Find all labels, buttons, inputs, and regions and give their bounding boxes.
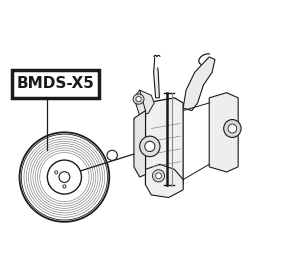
Ellipse shape	[107, 150, 117, 160]
Ellipse shape	[59, 172, 70, 182]
Ellipse shape	[47, 160, 81, 194]
Polygon shape	[146, 164, 183, 198]
Ellipse shape	[136, 97, 141, 102]
Polygon shape	[146, 98, 183, 190]
Ellipse shape	[228, 124, 237, 133]
Polygon shape	[156, 47, 159, 67]
Ellipse shape	[145, 141, 155, 152]
Ellipse shape	[152, 170, 165, 182]
Text: BMDS-X5: BMDS-X5	[17, 76, 95, 91]
FancyBboxPatch shape	[12, 70, 99, 98]
Ellipse shape	[140, 136, 160, 157]
Ellipse shape	[40, 152, 89, 202]
Polygon shape	[183, 57, 215, 111]
Ellipse shape	[55, 171, 58, 174]
Polygon shape	[134, 111, 146, 177]
Polygon shape	[134, 90, 154, 116]
Ellipse shape	[156, 173, 162, 179]
Polygon shape	[154, 57, 159, 98]
Ellipse shape	[133, 94, 144, 104]
Ellipse shape	[63, 185, 66, 188]
Ellipse shape	[224, 120, 241, 137]
Polygon shape	[209, 93, 238, 172]
